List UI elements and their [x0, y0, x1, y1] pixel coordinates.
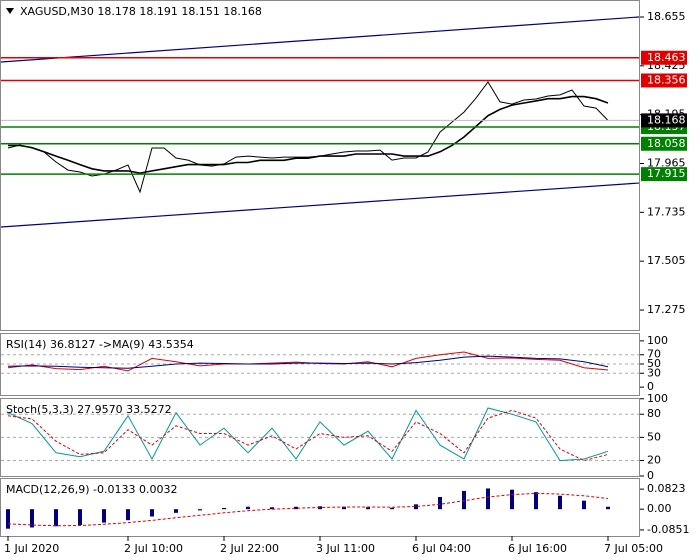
- y-tick-label: 50: [647, 357, 661, 370]
- y-tick-label: 17.965: [647, 157, 686, 170]
- y-tick-label: 17.505: [647, 254, 686, 267]
- histogram-bar: [366, 507, 370, 510]
- panel-arrow: [6, 8, 14, 14]
- series-line: [7, 355, 609, 369]
- histogram-bar: [78, 509, 82, 526]
- x-tick-label: 2 Jul 10:00: [124, 542, 183, 555]
- histogram-bar: [582, 500, 586, 510]
- level-label-bg: [641, 136, 687, 151]
- histogram-bar: [102, 509, 106, 523]
- histogram-bar: [558, 495, 562, 510]
- series-line: [7, 81, 609, 194]
- level-label: 17.915: [647, 167, 686, 180]
- x-tick-label: 3 Jul 11:00: [316, 542, 375, 555]
- histogram-bar: [174, 509, 178, 513]
- y-tick-label: 0: [647, 469, 654, 482]
- x-tick-label: 2 Jul 22:00: [220, 542, 279, 555]
- x-tick-label: 6 Jul 04:00: [412, 542, 471, 555]
- histogram-bar: [534, 492, 538, 510]
- last-price-label: 18.168: [647, 113, 686, 126]
- histogram-bar: [342, 506, 346, 510]
- panel-title: Stoch(5,3,3) 27.9570 33.5272: [6, 403, 172, 416]
- x-tick-label: 7 Jul 05:00: [604, 542, 663, 555]
- x-tick-label: 1 Jul 2020: [4, 542, 59, 555]
- main-panel: [0, 0, 640, 331]
- panel-title: XAGUSD,M30 18.178 18.191 18.151 18.168: [20, 5, 262, 18]
- histogram-bar: [294, 506, 298, 510]
- histogram-bar: [462, 490, 466, 510]
- histogram-bar: [54, 509, 58, 527]
- y-tick-label: 0: [647, 380, 654, 393]
- level-label: 18.356: [647, 73, 686, 86]
- last-price-bg: [641, 113, 687, 128]
- histogram-bar: [270, 507, 274, 510]
- level-label-bg: [641, 167, 687, 182]
- histogram-bar: [414, 504, 418, 510]
- y-tick-label: 30: [647, 366, 661, 379]
- y-tick-label: 0.00: [647, 502, 672, 515]
- histogram-bar: [150, 509, 154, 517]
- y-tick-label: 0.0823: [647, 482, 686, 495]
- y-tick-label: -0.0851: [647, 523, 689, 536]
- histogram-bar: [30, 509, 34, 528]
- histogram-bar: [438, 497, 442, 510]
- y-tick-label: 80: [647, 407, 661, 420]
- y-tick-label: 100: [647, 392, 668, 405]
- level-label: 18.463: [647, 51, 686, 64]
- y-tick-label: 50: [647, 430, 661, 443]
- panel-title: RSI(14) 36.8127 ->MA(9) 43.5354: [6, 338, 194, 351]
- histogram-bar: [198, 509, 202, 511]
- y-tick-label: 70: [647, 348, 661, 361]
- series-line: [7, 407, 609, 462]
- panel-title: MACD(12,26,9) -0.0133 0.0032: [6, 483, 177, 496]
- histogram-bar: [6, 509, 10, 529]
- level-label: 18.058: [647, 137, 686, 150]
- y-tick-label: 100: [647, 334, 668, 347]
- histogram-bar: [486, 488, 490, 510]
- histogram-bar: [222, 507, 226, 510]
- histogram-bar: [390, 507, 394, 510]
- histogram-bar: [126, 509, 130, 521]
- level-label-bg: [641, 73, 687, 88]
- y-tick-label: 18.655: [647, 10, 686, 23]
- series-line: [8, 95, 609, 174]
- channel-line: [0, 16, 640, 63]
- histogram-bar: [510, 489, 514, 510]
- series-line: [7, 492, 609, 527]
- histogram-bar: [246, 506, 250, 510]
- y-tick-label: 17.275: [647, 303, 686, 316]
- level-label-bg: [641, 50, 687, 65]
- histogram-bar: [606, 506, 610, 510]
- channel-line: [0, 182, 640, 228]
- y-tick-label: 20: [647, 454, 661, 467]
- y-tick-label: 17.735: [647, 205, 686, 218]
- x-tick-label: 6 Jul 16:00: [508, 542, 567, 555]
